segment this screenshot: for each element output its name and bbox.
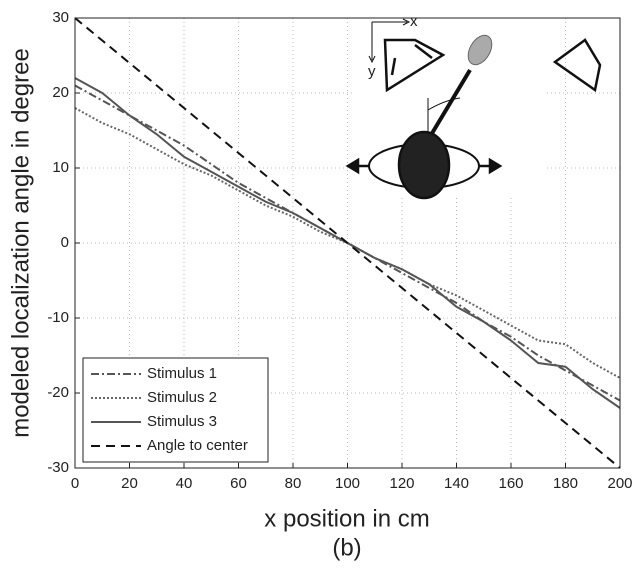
y-tick-label: 30 (52, 9, 69, 26)
x-tick-label: 200 (607, 475, 632, 492)
y-tick-label: -30 (47, 459, 69, 476)
lines (74, 17, 621, 469)
y-axis-title: modeled localization angle in degree (7, 48, 34, 438)
legend-label: Angle to center (147, 437, 248, 454)
x-tick-label: 160 (498, 475, 523, 492)
y-tick-label: 0 (61, 234, 69, 251)
legend: Stimulus 1 Stimulus 2 Stimulus 3 Angle to c… (82, 357, 269, 463)
legend-label: Stimulus 3 (147, 413, 217, 430)
x-tick-label: 20 (121, 475, 138, 492)
y-tick-label: -20 (47, 384, 69, 401)
y-tick-label: -10 (47, 309, 69, 326)
x-tick-label: 120 (389, 475, 414, 492)
x-tick-label: 80 (285, 475, 302, 492)
y-tick-label: 20 (52, 84, 69, 101)
inset-label: x (410, 13, 418, 30)
series-line (74, 17, 621, 469)
x-axis-title: x position in cm (264, 505, 429, 532)
inset-illustration: x y (345, 12, 602, 200)
x-tick-label: 140 (444, 475, 469, 492)
legend-box (82, 357, 269, 463)
x-tick-label: 40 (176, 475, 193, 492)
x-tick-label: 60 (230, 475, 247, 492)
inset-label: y (368, 63, 376, 80)
caption: (b) (332, 534, 361, 561)
x-tick-label: 0 (71, 475, 79, 492)
x-tick-label: 180 (553, 475, 578, 492)
legend-label: Stimulus 1 (147, 365, 217, 382)
x-tick-label: 100 (335, 475, 360, 492)
legend-label: Stimulus 2 (147, 389, 217, 406)
y-tick-label: 10 (52, 159, 69, 176)
